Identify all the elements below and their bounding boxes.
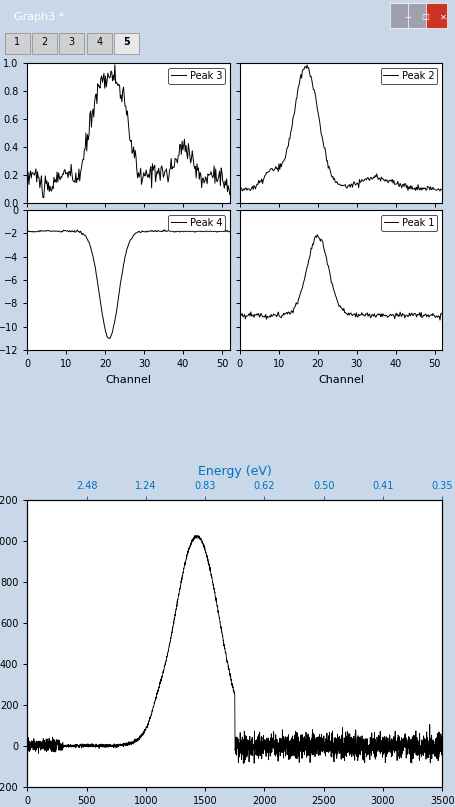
Text: 4: 4 — [96, 37, 102, 48]
FancyBboxPatch shape — [425, 3, 446, 27]
Text: 3: 3 — [69, 37, 75, 48]
FancyBboxPatch shape — [59, 33, 84, 54]
Text: 1: 1 — [14, 37, 20, 48]
X-axis label: Channel: Channel — [106, 374, 151, 385]
Legend: Peak 3: Peak 3 — [168, 68, 224, 84]
FancyBboxPatch shape — [389, 3, 410, 27]
Text: ─: ─ — [404, 12, 409, 21]
Text: ✕: ✕ — [439, 12, 446, 21]
Legend: Peak 2: Peak 2 — [379, 68, 436, 84]
FancyBboxPatch shape — [86, 33, 111, 54]
X-axis label: Energy (eV): Energy (eV) — [197, 465, 271, 478]
Text: 5: 5 — [123, 37, 130, 48]
FancyBboxPatch shape — [5, 33, 30, 54]
FancyBboxPatch shape — [407, 3, 428, 27]
Text: Graph3 *: Graph3 * — [14, 12, 64, 22]
Text: 2: 2 — [41, 37, 47, 48]
FancyBboxPatch shape — [32, 33, 57, 54]
Legend: Peak 1: Peak 1 — [380, 215, 436, 231]
FancyBboxPatch shape — [114, 33, 139, 54]
Legend: Peak 4: Peak 4 — [168, 215, 224, 231]
Text: □: □ — [420, 12, 429, 21]
X-axis label: Channel: Channel — [318, 374, 363, 385]
